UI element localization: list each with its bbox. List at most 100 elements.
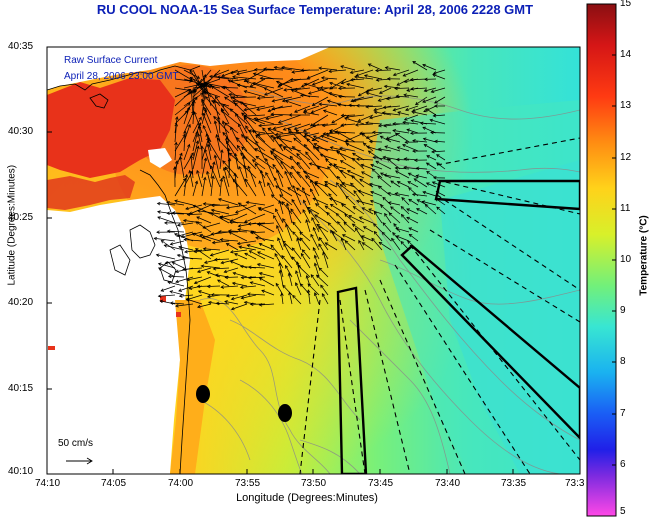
current-vector-head: [240, 296, 245, 300]
current-vector-head: [415, 174, 420, 178]
current-vector: [353, 190, 365, 206]
current-vector-head: [215, 133, 219, 138]
current-vector-head: [219, 215, 223, 220]
current-vector-head: [314, 214, 318, 218]
current-vector: [158, 267, 176, 278]
current-vector: [170, 240, 185, 245]
current-vector: [286, 203, 293, 224]
current-vector-head: [289, 77, 294, 82]
current-vector-head: [392, 121, 396, 126]
current-vector-head: [384, 66, 389, 70]
current-vector: [403, 94, 419, 98]
current-vector: [207, 139, 221, 161]
current-vector-head: [293, 87, 298, 92]
current-vector-head: [229, 108, 234, 112]
current-vector-head: [271, 99, 276, 103]
legend-current-label: Raw Surface Current: [64, 55, 158, 66]
current-vector-head: [425, 182, 430, 186]
current-vector: [361, 235, 374, 242]
current-vector-head: [336, 131, 341, 135]
current-vector: [395, 193, 410, 197]
current-vector-head: [263, 87, 268, 91]
current-vector: [422, 96, 437, 103]
current-vector-head: [196, 284, 201, 289]
current-vector: [257, 263, 275, 269]
current-vector-head: [175, 279, 179, 284]
current-vector-head: [175, 269, 179, 274]
current-vector: [409, 234, 419, 242]
current-vector-head: [296, 171, 301, 175]
colorbar-tick: 9: [620, 305, 626, 316]
current-vector: [183, 130, 186, 152]
current-vector: [356, 158, 374, 161]
current-vector-head: [386, 77, 391, 81]
current-vector: [312, 96, 329, 106]
current-vector: [279, 270, 284, 287]
current-vector: [230, 249, 248, 253]
bathymetry-contours: [199, 89, 580, 474]
current-vector-head: [257, 223, 262, 227]
current-vector-head: [219, 237, 224, 242]
current-vector: [229, 221, 248, 224]
current-vector-head: [223, 269, 228, 274]
current-vector-head: [267, 182, 271, 186]
current-vector-head: [293, 137, 297, 142]
current-vector-head: [254, 148, 259, 152]
current-vector: [402, 121, 419, 125]
current-vector-head: [171, 261, 176, 265]
current-vector: [314, 263, 320, 278]
current-vector-head: [318, 66, 322, 71]
current-vector: [191, 91, 194, 116]
current-vector-head: [357, 189, 362, 194]
current-vector-head: [403, 79, 408, 84]
current-vector: [390, 180, 401, 188]
current-vector-head: [403, 165, 407, 170]
current-vector-head: [178, 288, 182, 292]
current-vector-head: [328, 193, 332, 197]
current-vector: [234, 102, 248, 116]
current-vector: [415, 96, 428, 106]
current-vector: [292, 146, 311, 161]
current-vector: [416, 208, 428, 215]
current-vector-head: [432, 73, 436, 78]
current-vector: [274, 177, 284, 197]
current-vector: [161, 240, 176, 251]
current-vector-head: [434, 100, 438, 104]
current-vector-head: [304, 133, 308, 137]
current-vector: [358, 87, 374, 97]
current-vector-head: [202, 247, 207, 251]
current-vector: [350, 182, 365, 197]
current-vector-head: [189, 154, 194, 159]
current-vector: [183, 82, 208, 89]
current-vector-head: [322, 251, 326, 256]
current-vector: [213, 116, 230, 134]
current-vector-head: [198, 116, 202, 121]
current-vector-head: [329, 204, 334, 208]
current-vector-head: [238, 165, 242, 170]
current-vector-head: [410, 119, 415, 123]
current-vector: [320, 284, 329, 296]
current-vector: [353, 206, 365, 215]
colorbar-label: Temperature (°C): [638, 215, 650, 296]
current-vector: [403, 166, 419, 170]
current-vector: [346, 114, 365, 118]
buoy-marker: [278, 404, 292, 422]
current-vector: [390, 206, 401, 215]
current-vector: [279, 194, 293, 206]
current-vector-head: [348, 215, 352, 219]
current-vector: [395, 227, 410, 233]
current-vector-head: [295, 187, 300, 191]
current-vector-head: [354, 227, 359, 232]
current-vector-head: [224, 300, 228, 304]
current-vector-head: [361, 133, 366, 137]
current-vector: [219, 149, 223, 170]
current-vector: [234, 253, 248, 260]
current-vector-head: [299, 283, 304, 287]
current-vector: [186, 298, 203, 305]
current-vector-head: [339, 160, 344, 164]
current-vector: [329, 82, 347, 89]
current-vector: [238, 202, 257, 215]
current-vector: [224, 267, 239, 273]
current-vector: [307, 69, 329, 79]
current-vector-head: [236, 241, 241, 246]
